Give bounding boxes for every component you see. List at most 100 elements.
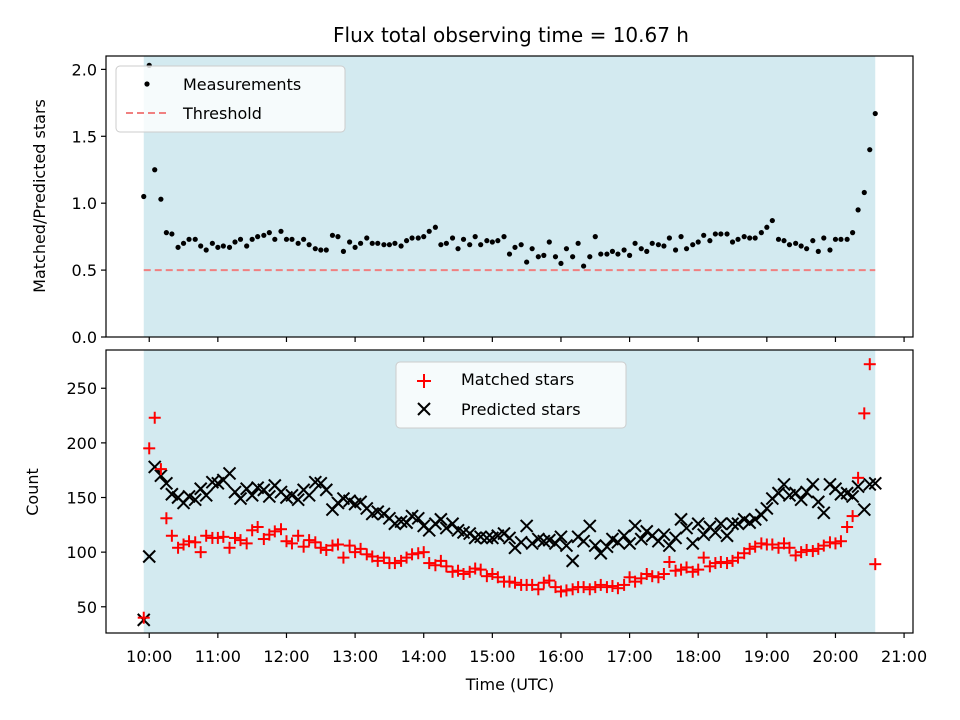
- measurement-point: [861, 189, 867, 196]
- measurement-point: [272, 236, 278, 242]
- measurement-point: [369, 240, 375, 246]
- measurement-point: [821, 235, 827, 241]
- matched-star-point: [606, 580, 619, 593]
- matched-star-point: [721, 557, 734, 570]
- measurement-point: [163, 230, 169, 236]
- measurement-point: [810, 238, 816, 244]
- measurement-point: [244, 243, 250, 249]
- x-tick-label: 11:00: [195, 647, 241, 666]
- matched-star-point: [326, 539, 339, 552]
- matched-star-point: [709, 557, 722, 570]
- predicted-star-point: [600, 539, 614, 554]
- matched-star-point: [795, 546, 808, 559]
- measurement-point: [775, 236, 782, 242]
- measurement-point: [712, 231, 718, 237]
- measurement-point: [729, 239, 736, 245]
- measurement-point: [306, 242, 312, 248]
- x-axis-label: Time (UTC): [465, 675, 554, 694]
- x-tick-label: 18:00: [675, 647, 721, 666]
- measurement-point: [609, 248, 616, 254]
- measurement-point: [546, 239, 552, 245]
- matched-star-point: [697, 551, 710, 564]
- matched-star-point: [371, 554, 384, 567]
- measurement-point: [747, 235, 753, 241]
- matched-star-point: [800, 543, 813, 556]
- predicted-star-point: [668, 531, 683, 545]
- matched-star-point: [434, 554, 447, 567]
- matched-star-point: [377, 551, 390, 564]
- predicted-star-point: [634, 532, 648, 546]
- matched-star-point: [417, 546, 430, 559]
- predicted-star-point: [245, 488, 259, 503]
- predicted-star-point: [519, 519, 534, 533]
- predicted-star-point: [480, 531, 494, 545]
- measurement-point: [421, 234, 427, 240]
- measurement-point: [283, 236, 290, 242]
- top-y-tick-label: 1.5: [72, 127, 97, 146]
- x-tick-label: 21:00: [881, 647, 927, 666]
- measurement-point: [844, 236, 850, 242]
- matched-star-point: [618, 578, 631, 591]
- measurement-point: [872, 110, 878, 117]
- measurement-point: [169, 231, 175, 237]
- measurement-point: [575, 240, 581, 246]
- matched-star-point: [692, 563, 705, 576]
- x-tick-label: 13:00: [332, 647, 378, 666]
- measurement-point: [558, 260, 564, 267]
- measurement-point: [649, 240, 655, 246]
- measurement-point: [632, 240, 638, 246]
- measurement-point: [758, 230, 764, 236]
- measurement-point: [695, 239, 701, 245]
- top-y-tick-label: 2.0: [72, 60, 97, 79]
- measurement-point: [375, 240, 381, 246]
- measurement-point: [364, 235, 370, 241]
- measurement-point: [690, 242, 696, 248]
- measurement-point: [850, 230, 856, 236]
- predicted-star-point: [468, 531, 482, 545]
- measurement-point: [460, 236, 467, 242]
- measurement-point: [626, 252, 633, 258]
- matched-star-point: [669, 564, 682, 577]
- predicted-star-point: [696, 527, 711, 542]
- bottom-y-tick-label: 250: [66, 379, 97, 398]
- predicted-star-point: [302, 488, 316, 503]
- measurement-point: [455, 246, 461, 252]
- measurement-point: [278, 228, 284, 234]
- matched-star-point: [274, 523, 287, 536]
- matched-star-point: [165, 529, 178, 542]
- predicted-star-point: [576, 534, 591, 548]
- matched-star-point: [663, 555, 676, 568]
- legend-matched-label: Matched stars: [461, 370, 574, 389]
- measurement-point: [701, 232, 707, 238]
- measurement-point: [415, 235, 421, 241]
- matched-star-point: [583, 583, 596, 596]
- matched-star-point: [148, 411, 161, 424]
- legend-measurements-marker: [144, 81, 150, 87]
- measurement-point: [604, 251, 610, 257]
- predicted-star-point: [777, 477, 791, 492]
- measurement-point: [512, 244, 518, 250]
- top-y-axis-label: Matched/Predicted stars: [30, 99, 49, 293]
- legend-measurements-label: Measurements: [183, 75, 301, 94]
- predicted-star-point: [233, 491, 248, 506]
- measurement-point: [226, 244, 233, 250]
- measurement-point: [506, 251, 513, 257]
- predicted-star-point: [199, 488, 213, 503]
- predicted-star-point: [868, 476, 882, 491]
- predicted-star-point: [720, 529, 734, 543]
- predicted-star-point: [845, 489, 860, 504]
- matched-star-point: [589, 581, 602, 594]
- measurement-point: [838, 236, 844, 242]
- measurement-point: [449, 235, 456, 241]
- matched-star-point: [577, 581, 590, 594]
- predicted-star-point: [222, 466, 237, 481]
- chart-title: Flux total observing time = 10.67 h: [333, 23, 689, 47]
- matched-star-point: [657, 567, 670, 580]
- predicted-star-point: [811, 495, 826, 509]
- matched-star-point: [783, 541, 796, 554]
- measurement-point: [398, 243, 404, 249]
- measurement-point: [735, 236, 741, 242]
- bottom-panel: 50 100 150 200 250 10:00 11:00 12:00 13:00 14:00…: [23, 349, 927, 694]
- measurement-point: [529, 246, 535, 252]
- matched-star-point: [869, 558, 882, 571]
